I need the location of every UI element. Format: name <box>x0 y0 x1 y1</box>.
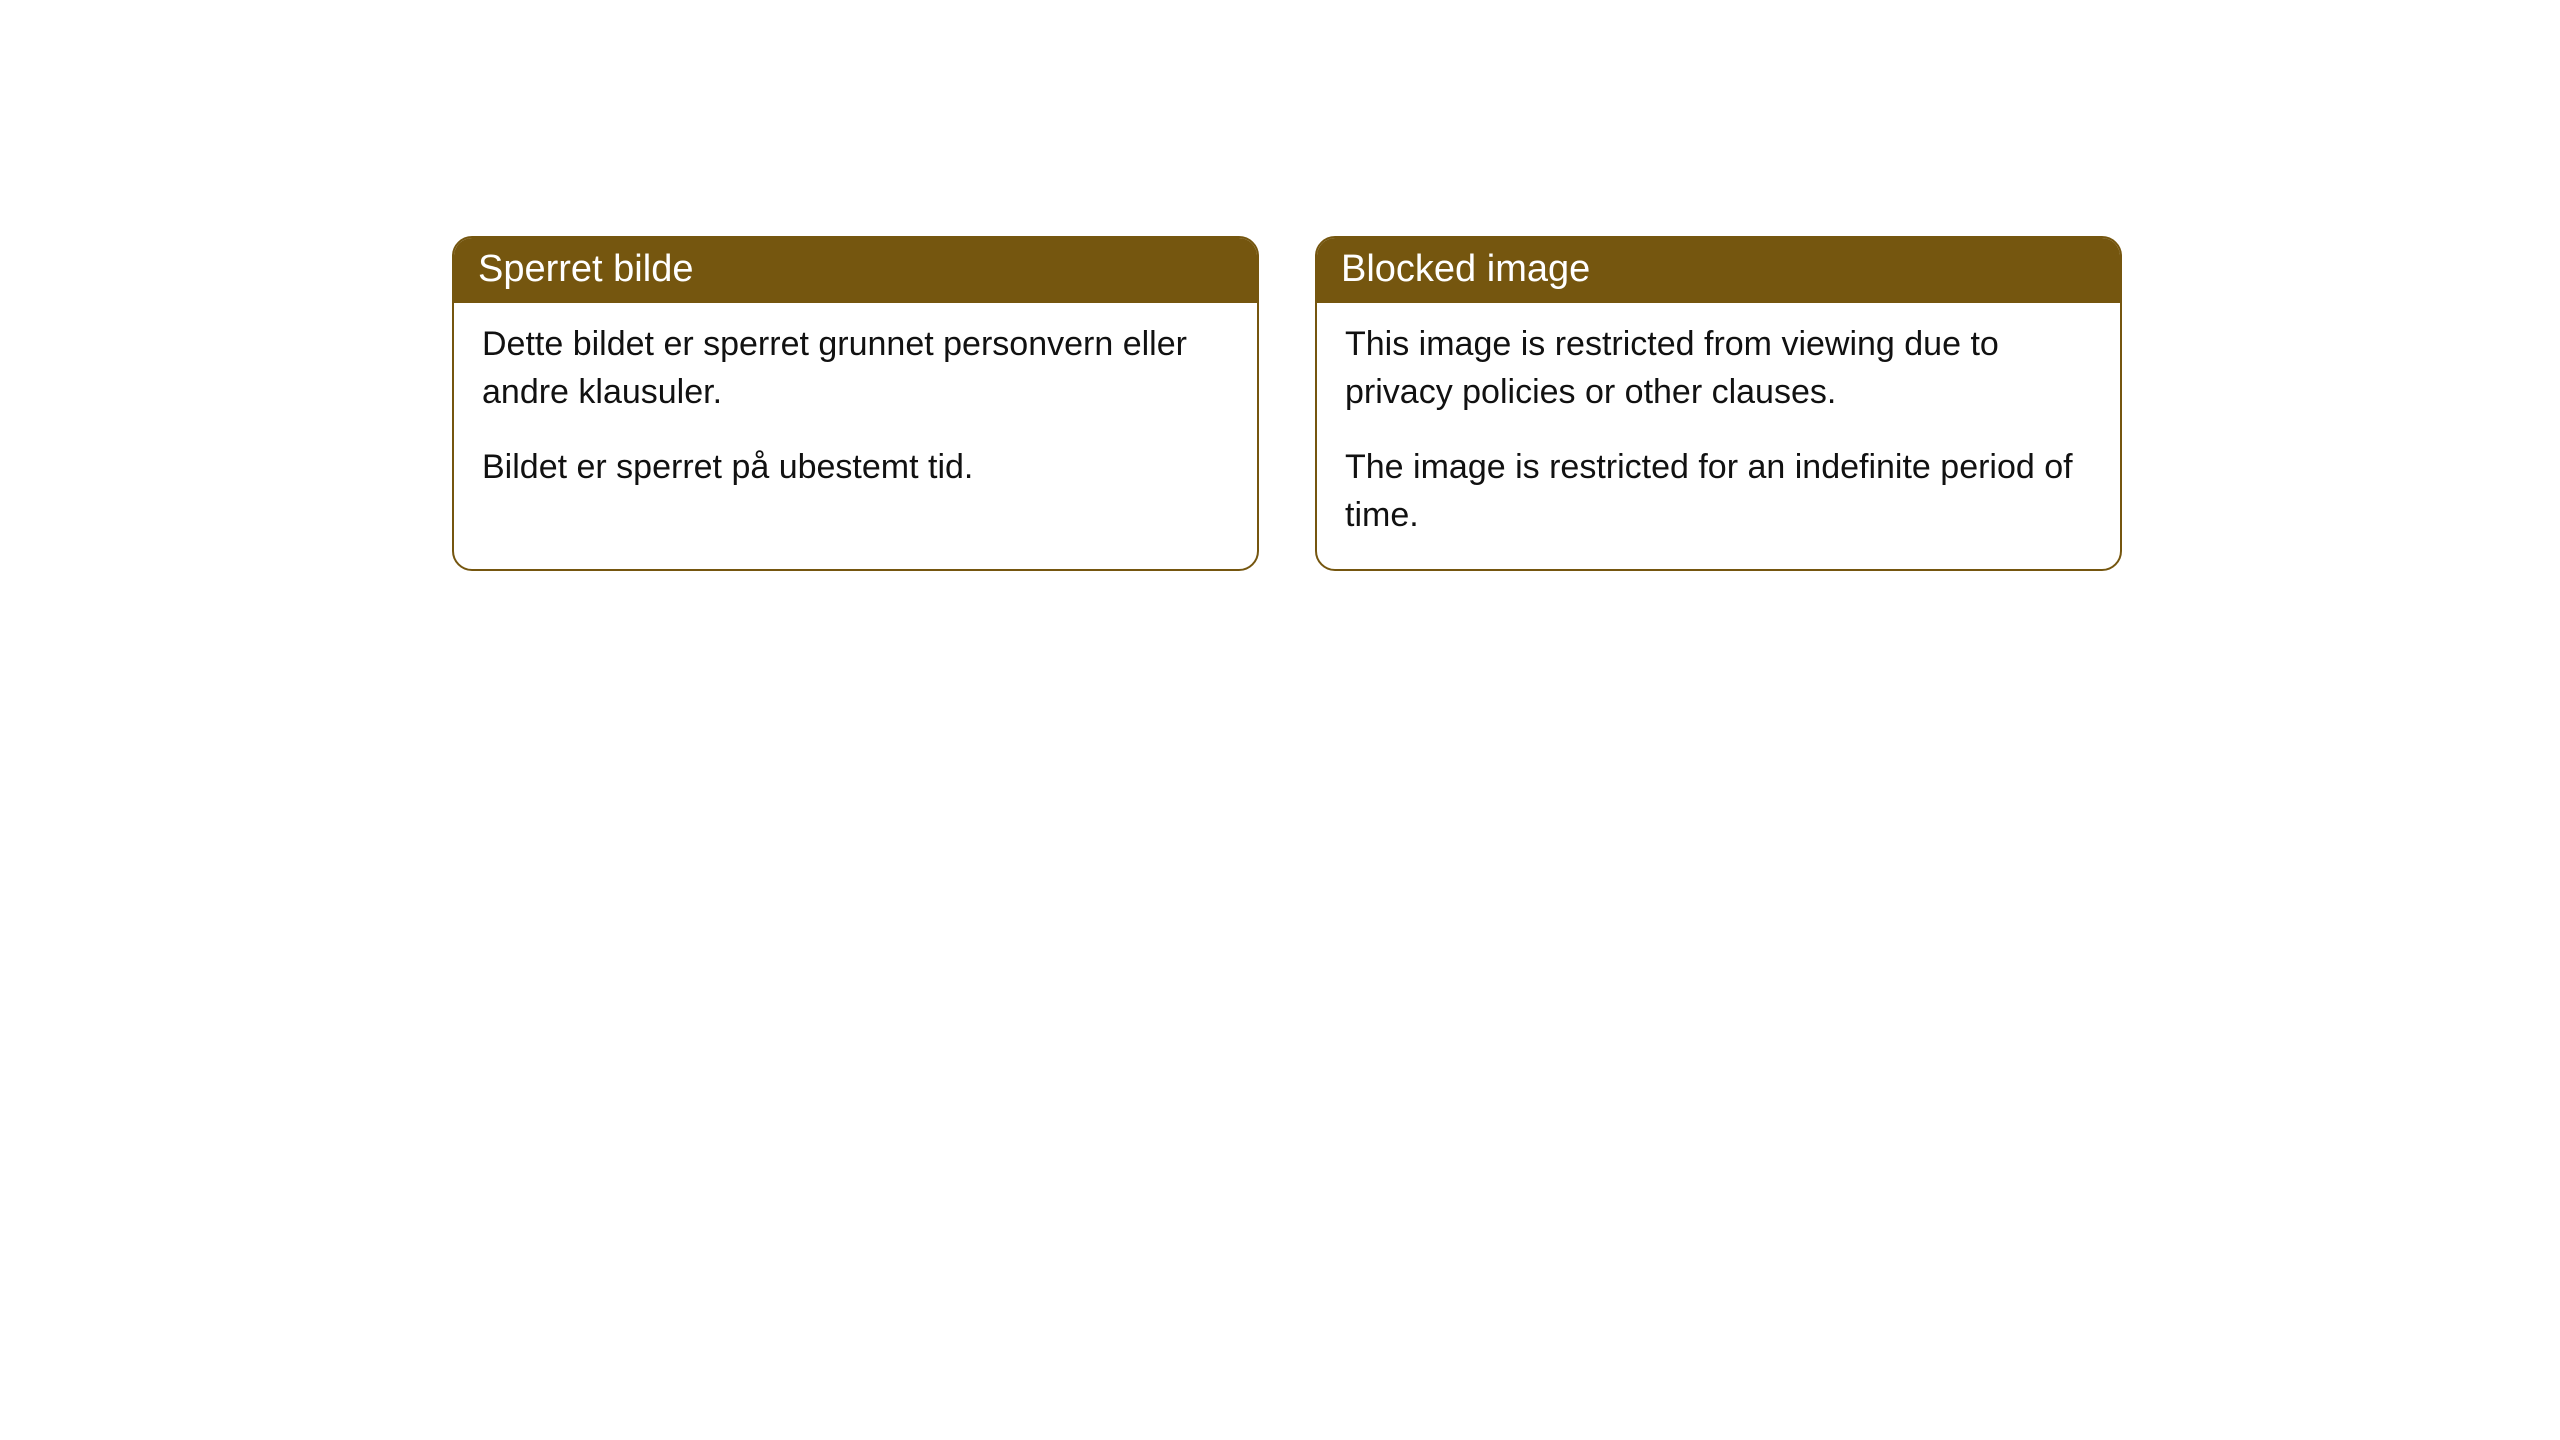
card-body: This image is restricted from viewing du… <box>1317 303 2120 569</box>
card-paragraph-1: This image is restricted from viewing du… <box>1345 321 2092 416</box>
card-paragraph-2: The image is restricted for an indefinit… <box>1345 444 2092 539</box>
card-body: Dette bildet er sperret grunnet personve… <box>454 303 1257 522</box>
card-header: Sperret bilde <box>454 238 1257 303</box>
card-title: Sperret bilde <box>478 248 693 290</box>
card-paragraph-1: Dette bildet er sperret grunnet personve… <box>482 321 1229 416</box>
notice-card-english: Blocked image This image is restricted f… <box>1315 236 2122 571</box>
notice-card-norwegian: Sperret bilde Dette bildet er sperret gr… <box>452 236 1259 571</box>
card-title: Blocked image <box>1341 248 1590 290</box>
notice-cards-container: Sperret bilde Dette bildet er sperret gr… <box>452 236 2560 571</box>
card-paragraph-2: Bildet er sperret på ubestemt tid. <box>482 444 1229 492</box>
card-header: Blocked image <box>1317 238 2120 303</box>
